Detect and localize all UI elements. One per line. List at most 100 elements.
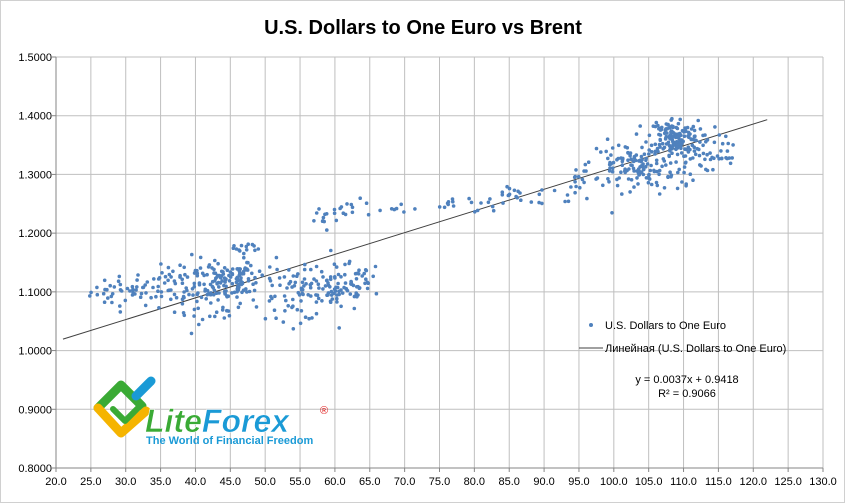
data-point bbox=[609, 153, 613, 157]
data-point bbox=[242, 255, 246, 260]
data-point bbox=[317, 207, 321, 211]
data-point bbox=[684, 129, 688, 133]
data-point bbox=[163, 274, 168, 279]
data-point bbox=[145, 280, 150, 284]
x-tick-label: 130.0 bbox=[809, 476, 837, 488]
data-point bbox=[110, 300, 114, 305]
data-point bbox=[698, 140, 702, 144]
data-point bbox=[199, 295, 204, 300]
data-point bbox=[349, 202, 354, 207]
data-point bbox=[649, 143, 654, 148]
data-point bbox=[191, 293, 195, 297]
data-point bbox=[506, 193, 511, 198]
data-point bbox=[325, 228, 329, 232]
data-point bbox=[500, 190, 505, 194]
x-tick-label: 110.0 bbox=[670, 476, 697, 488]
data-point bbox=[209, 291, 213, 295]
data-point bbox=[703, 133, 707, 137]
data-point bbox=[314, 279, 319, 283]
data-point bbox=[139, 291, 144, 296]
data-point bbox=[682, 154, 686, 158]
data-point bbox=[274, 316, 278, 321]
data-point bbox=[631, 159, 636, 164]
data-point bbox=[631, 166, 636, 171]
data-point bbox=[720, 141, 725, 146]
data-point bbox=[159, 290, 164, 294]
data-point bbox=[221, 270, 225, 274]
data-point bbox=[594, 146, 599, 151]
data-point bbox=[245, 290, 249, 294]
data-point bbox=[682, 134, 687, 138]
data-point bbox=[719, 149, 723, 153]
data-point bbox=[607, 162, 612, 167]
data-point bbox=[684, 160, 688, 165]
data-point bbox=[302, 277, 307, 281]
data-point bbox=[197, 322, 201, 327]
data-point bbox=[208, 314, 212, 319]
data-point bbox=[308, 285, 313, 290]
x-tick-label: 60.0 bbox=[324, 476, 345, 488]
data-point bbox=[580, 177, 585, 182]
data-point bbox=[701, 143, 705, 148]
data-point bbox=[668, 161, 673, 165]
data-point bbox=[322, 219, 327, 224]
data-point bbox=[181, 294, 186, 299]
logo-tagline: The World of Financial Freedom bbox=[146, 435, 313, 447]
data-point bbox=[211, 292, 216, 297]
data-point bbox=[325, 278, 329, 283]
logo-name-lite: Lite bbox=[145, 403, 202, 439]
data-point bbox=[654, 161, 659, 166]
data-point bbox=[299, 299, 303, 303]
x-tick-label: 25.0 bbox=[80, 476, 101, 488]
data-point bbox=[309, 294, 313, 298]
data-point bbox=[214, 310, 219, 315]
data-point bbox=[154, 294, 158, 299]
data-point bbox=[620, 192, 624, 196]
data-point bbox=[178, 263, 182, 268]
data-point bbox=[726, 141, 730, 146]
data-point bbox=[626, 158, 630, 162]
data-point bbox=[656, 123, 660, 128]
data-point bbox=[731, 143, 735, 147]
x-tick-label: 40.0 bbox=[185, 476, 206, 488]
data-point bbox=[169, 297, 173, 302]
data-point bbox=[365, 286, 370, 291]
data-point bbox=[486, 200, 491, 205]
chart-title: U.S. Dollars to One Euro vs Brent bbox=[264, 17, 582, 39]
data-point bbox=[144, 291, 148, 295]
data-point bbox=[159, 262, 163, 266]
data-point bbox=[134, 288, 138, 292]
data-point bbox=[569, 185, 573, 189]
data-point bbox=[95, 285, 99, 290]
data-point bbox=[116, 279, 121, 284]
x-tick-label: 95.0 bbox=[568, 476, 589, 488]
data-point bbox=[657, 142, 662, 147]
x-tick-label: 100.0 bbox=[600, 476, 628, 488]
data-point bbox=[628, 153, 632, 158]
data-point bbox=[209, 301, 213, 305]
data-point bbox=[241, 269, 246, 274]
data-point bbox=[566, 199, 571, 204]
data-point bbox=[337, 289, 341, 294]
data-point bbox=[252, 288, 257, 293]
data-point bbox=[625, 146, 630, 150]
data-point bbox=[195, 299, 199, 304]
data-point bbox=[303, 262, 307, 267]
data-point bbox=[469, 200, 474, 205]
data-point bbox=[325, 293, 329, 298]
data-point bbox=[172, 292, 177, 297]
data-point bbox=[357, 268, 361, 273]
data-point bbox=[333, 275, 337, 279]
data-point bbox=[352, 306, 357, 311]
data-point bbox=[586, 160, 591, 164]
data-point bbox=[512, 188, 517, 193]
data-point bbox=[299, 288, 304, 292]
data-point bbox=[711, 167, 715, 172]
data-point bbox=[198, 255, 203, 260]
data-point bbox=[234, 247, 239, 251]
logo-mark-icon bbox=[93, 376, 156, 438]
data-point bbox=[88, 294, 92, 298]
data-point bbox=[263, 316, 268, 321]
data-point bbox=[634, 132, 639, 136]
data-point bbox=[247, 289, 252, 294]
